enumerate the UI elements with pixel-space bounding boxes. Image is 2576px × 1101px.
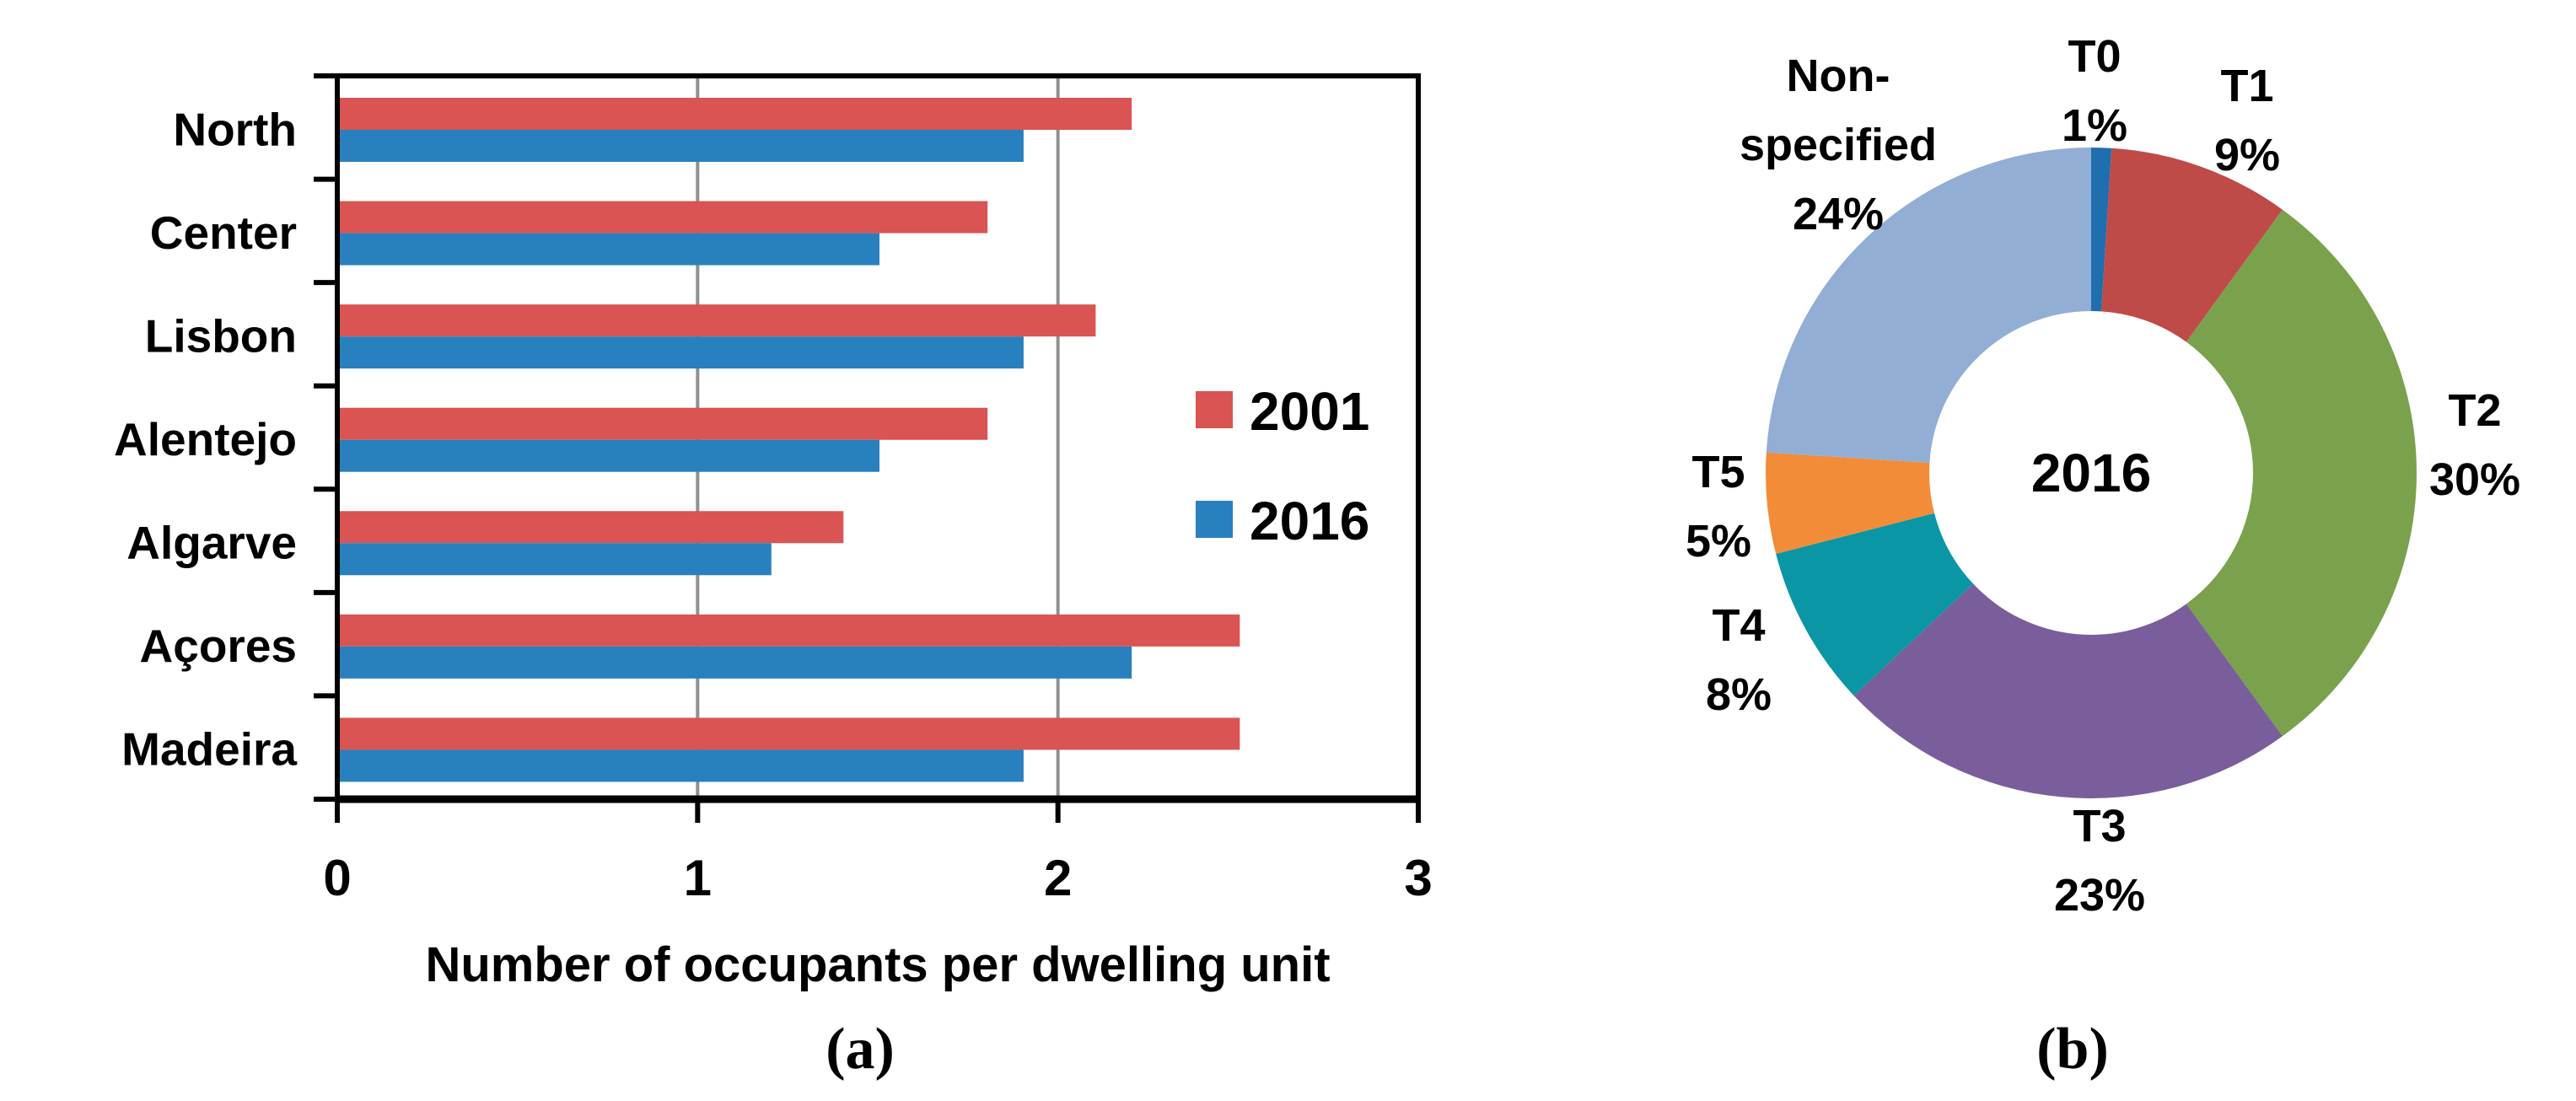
donut-pct-label-t0: 1% [2062, 100, 2127, 151]
panel-a-caption: (a) [826, 1017, 895, 1082]
donut-name-label-t4: T4 [1712, 600, 1765, 651]
panel-b-caption: (b) [2036, 1017, 2109, 1082]
category-label-a-ores: Açores [140, 620, 297, 672]
donut-name-label-non-specified: specified [1740, 120, 1937, 170]
donut-name-label-t5: T5 [1691, 447, 1745, 497]
donut-slice-t2 [2186, 209, 2417, 737]
bar-alentejo-2016 [339, 439, 879, 472]
donut-pct-label-t4: 8% [1706, 669, 1772, 720]
bar-algarve-2001 [339, 511, 844, 544]
donut-slice-t4 [1776, 513, 1974, 696]
x-tick-label-0: 0 [323, 850, 351, 906]
bar-center-2016 [339, 233, 879, 266]
category-label-algarve: Algarve [126, 517, 297, 569]
legend-label-2016: 2016 [1250, 491, 1369, 551]
donut-slice-non-specified [1766, 148, 2091, 463]
donut-pct-label-t2: 30% [2429, 454, 2520, 505]
donut-name-label-t0: T0 [2068, 31, 2121, 82]
donut-pct-label-t1: 9% [2214, 130, 2280, 180]
bar-a-ores-2016 [339, 646, 1132, 679]
x-axis-title: Number of occupants per dwelling unit [425, 937, 1330, 992]
x-tick-label-2: 2 [1044, 850, 1072, 906]
bar-north-2016 [339, 130, 1024, 162]
donut-chart-panel: T0 1% T1 9% T2 30% T3 23% T4 8% T5 5% Non-specified 2… [1686, 31, 2520, 921]
category-label-center: Center [150, 207, 297, 259]
bar-madeira-2016 [339, 749, 1024, 782]
donut-slice-t0 [2091, 148, 2112, 312]
category-label-alentejo: Alentejo [114, 413, 297, 465]
legend-swatch-2001 [1196, 391, 1233, 428]
bar-chart-panel: North Center Lisbon Alentejo Algarve Açores Ma… [114, 73, 1433, 992]
donut-name-label-t1: T1 [2220, 61, 2273, 111]
legend-swatch-2016 [1196, 501, 1233, 538]
category-label-north: North [173, 103, 297, 155]
donut-pct-label-t3: 23% [2054, 870, 2145, 921]
donut-name-label-non-specified: Non- [1787, 51, 1890, 101]
legend: 2001 2016 [1196, 381, 1369, 551]
donut-center-label: 2016 [2031, 443, 2151, 503]
bar-north-2001 [339, 98, 1132, 130]
bar-alentejo-2001 [339, 407, 988, 440]
donut-pct-label-non-specified: 24% [1793, 189, 1884, 239]
donut-name-label-t3: T3 [2073, 801, 2126, 851]
donut-slice-t3 [1853, 583, 2283, 798]
donut-slice-t5 [1765, 452, 1935, 554]
bar-center-2001 [339, 201, 988, 234]
legend-label-2001: 2001 [1250, 381, 1369, 442]
category-label-madeira: Madeira [121, 723, 297, 776]
bar-a-ores-2001 [339, 614, 1240, 647]
donut-name-label-t2: T2 [2448, 385, 2501, 436]
category-label-lisbon: Lisbon [145, 309, 297, 362]
bar-algarve-2016 [339, 543, 772, 576]
x-tick-label-3: 3 [1404, 850, 1432, 906]
x-tick-label-1: 1 [684, 850, 712, 906]
donut-slice-t1 [2101, 148, 2283, 342]
bar-madeira-2001 [339, 717, 1240, 750]
bar-lisbon-2016 [339, 336, 1024, 369]
bar-lisbon-2001 [339, 304, 1096, 337]
donut-pct-label-t5: 5% [1686, 516, 1751, 567]
